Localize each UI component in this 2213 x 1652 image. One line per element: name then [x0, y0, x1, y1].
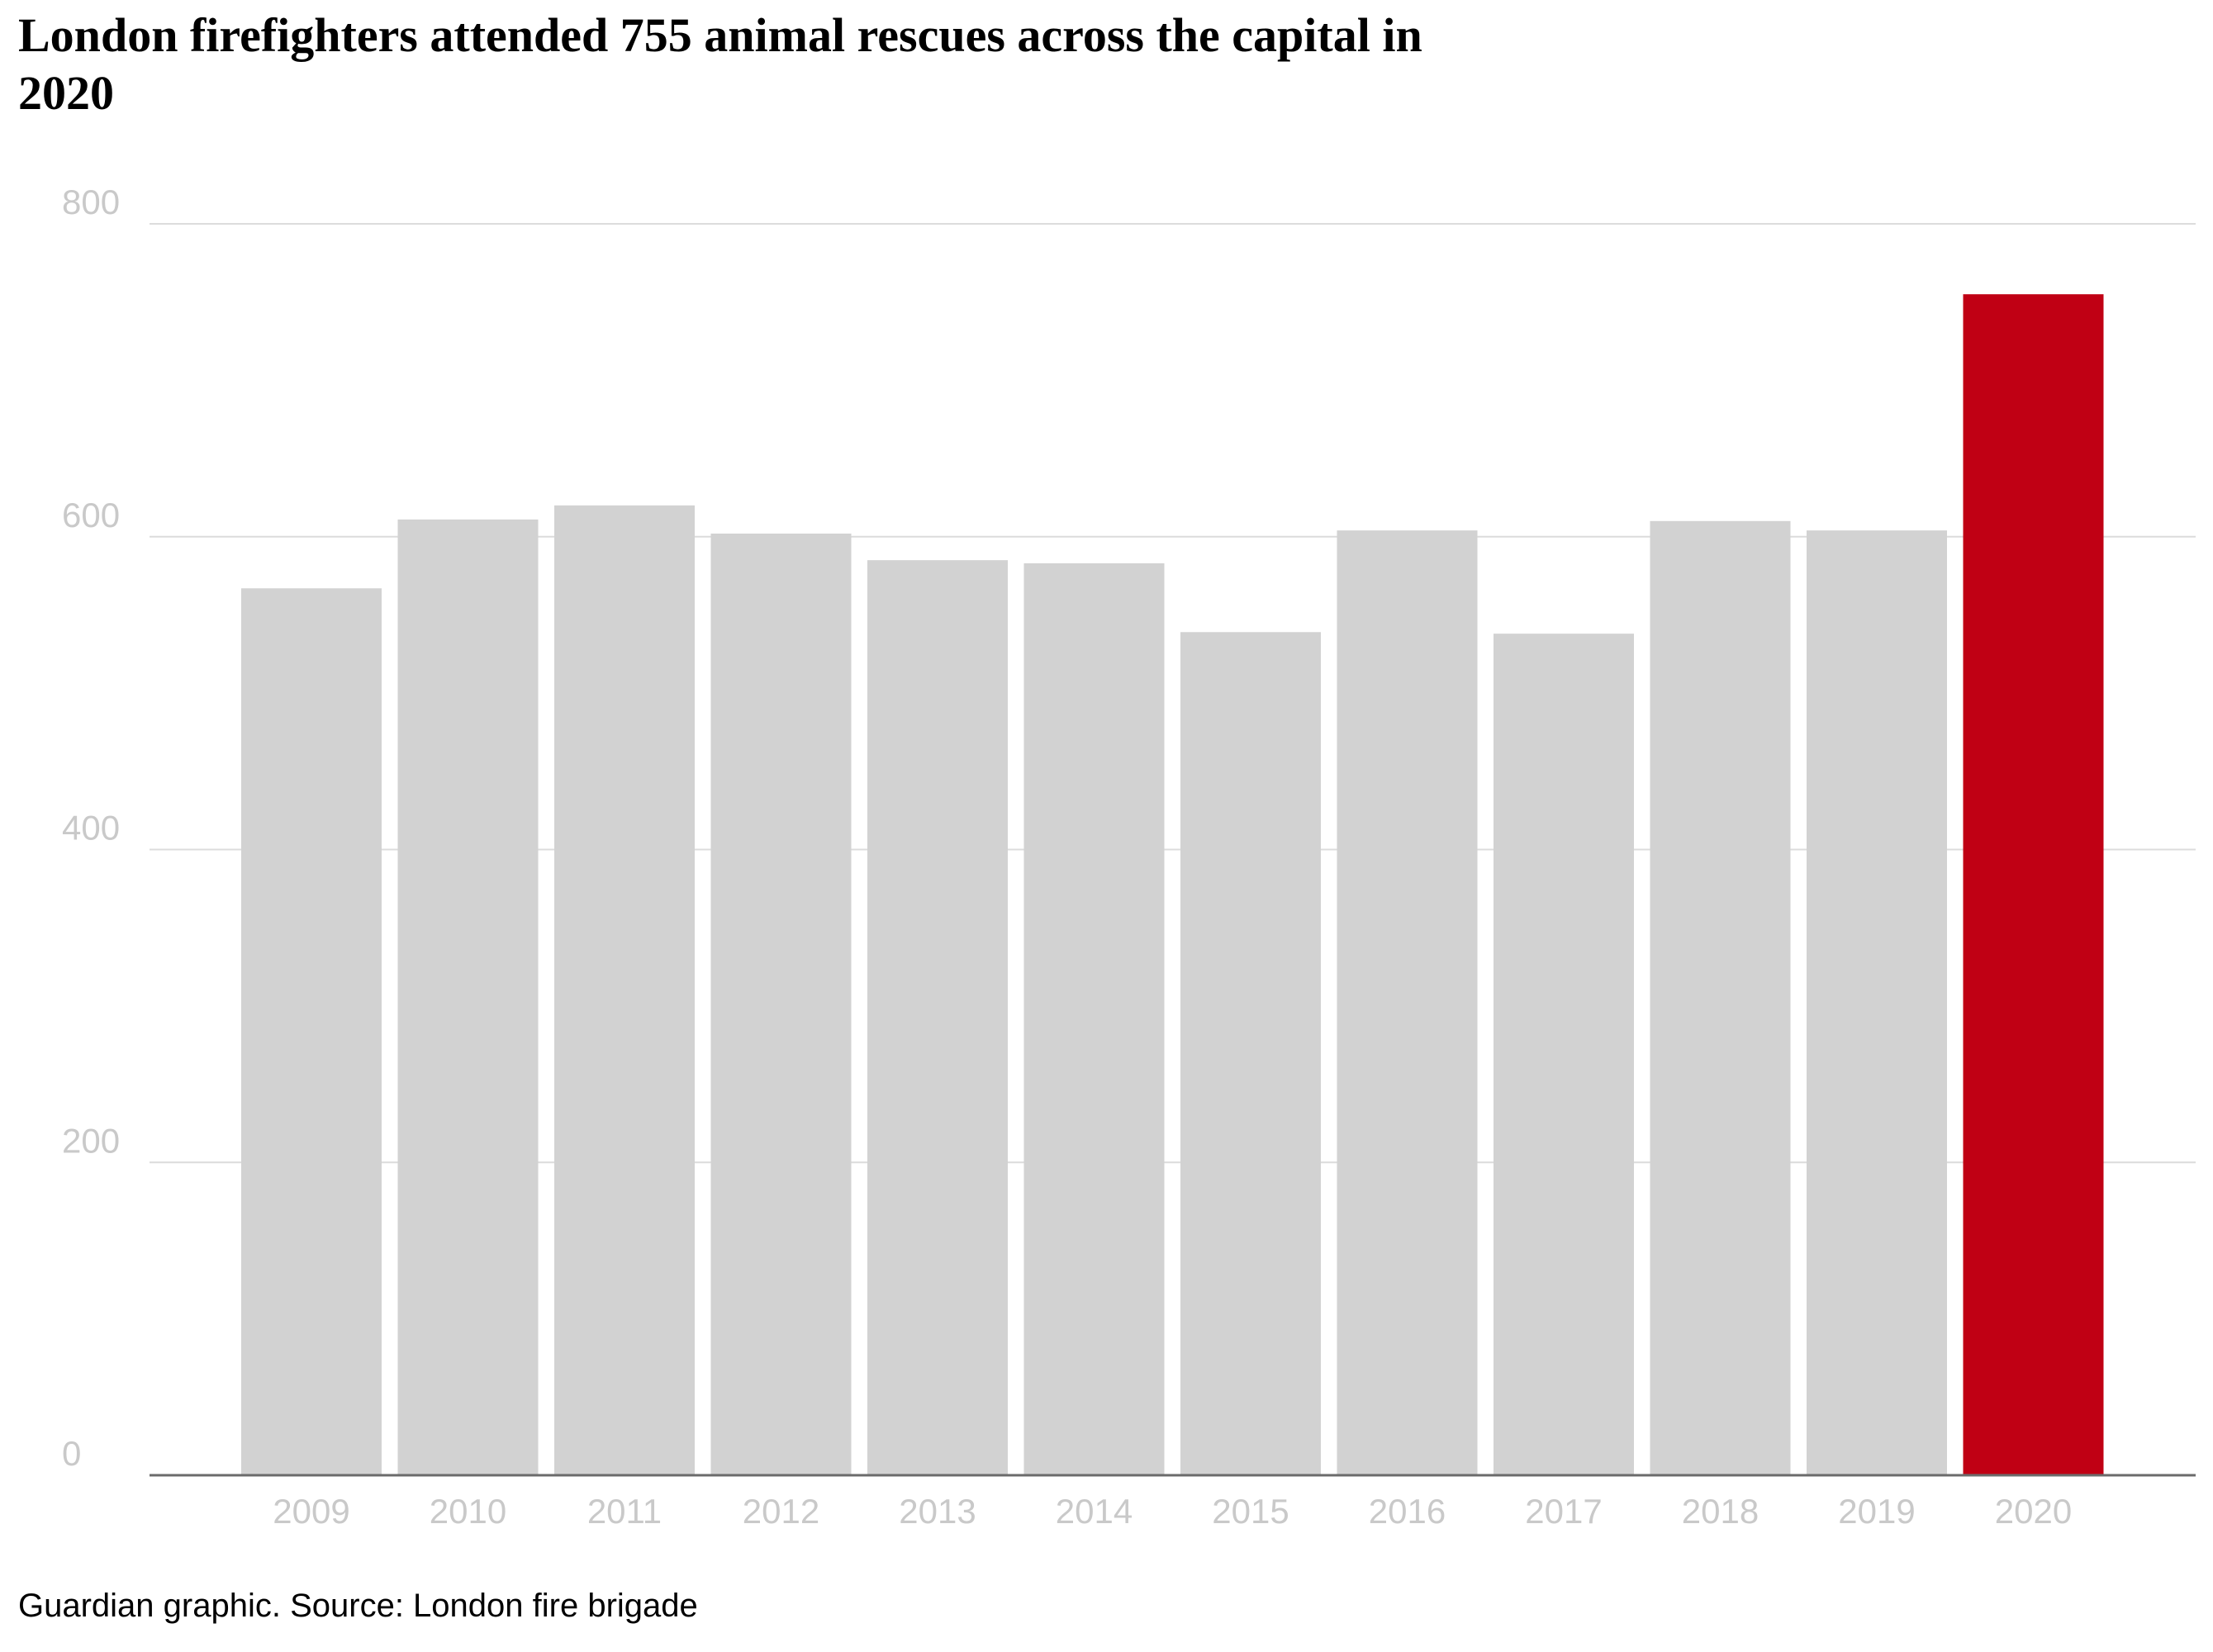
x-tick-label: 2010 [430, 1492, 506, 1531]
bar-2013 [867, 560, 1008, 1475]
bar-2019 [1807, 530, 1947, 1475]
y-tick-label: 400 [62, 809, 120, 847]
x-tick-label: 2019 [1838, 1492, 1915, 1531]
y-tick-label: 0 [62, 1434, 81, 1473]
x-tick-label: 2009 [273, 1492, 349, 1531]
x-tick-label: 2016 [1369, 1492, 1446, 1531]
y-tick-label: 600 [62, 496, 120, 534]
bars [241, 294, 2104, 1476]
bar-2010 [397, 519, 539, 1476]
y-axis-ticks: 0 200 400 600 800 [62, 183, 120, 1473]
bar-2018 [1650, 520, 1791, 1475]
bar-2017 [1494, 634, 1634, 1475]
bar-2009 [241, 588, 382, 1475]
bar-2015 [1180, 632, 1321, 1475]
x-tick-label: 2011 [587, 1492, 662, 1531]
source-note: Guardian graphic. Source: London fire br… [18, 1588, 698, 1624]
x-tick-label: 2020 [1995, 1492, 2072, 1531]
chart-title: London firefighters attended 755 animal … [18, 8, 1422, 120]
bar-2012 [710, 533, 852, 1475]
x-axis-ticks: 2009 2010 2011 2012 2013 2014 2015 2016 2017 2018… [273, 1492, 2072, 1531]
x-tick-label: 2012 [743, 1492, 819, 1531]
x-tick-label: 2018 [1682, 1492, 1759, 1531]
x-tick-label: 2015 [1212, 1492, 1289, 1531]
bar-2020 [1963, 294, 2104, 1475]
bar-2016 [1337, 530, 1478, 1475]
y-tick-label: 200 [62, 1121, 120, 1160]
bar-2011 [554, 505, 695, 1475]
y-tick-label: 800 [62, 183, 120, 221]
bar-2014 [1023, 563, 1165, 1475]
x-tick-label: 2013 [899, 1492, 976, 1531]
x-tick-label: 2014 [1056, 1492, 1133, 1531]
x-tick-label: 2017 [1525, 1492, 1602, 1531]
